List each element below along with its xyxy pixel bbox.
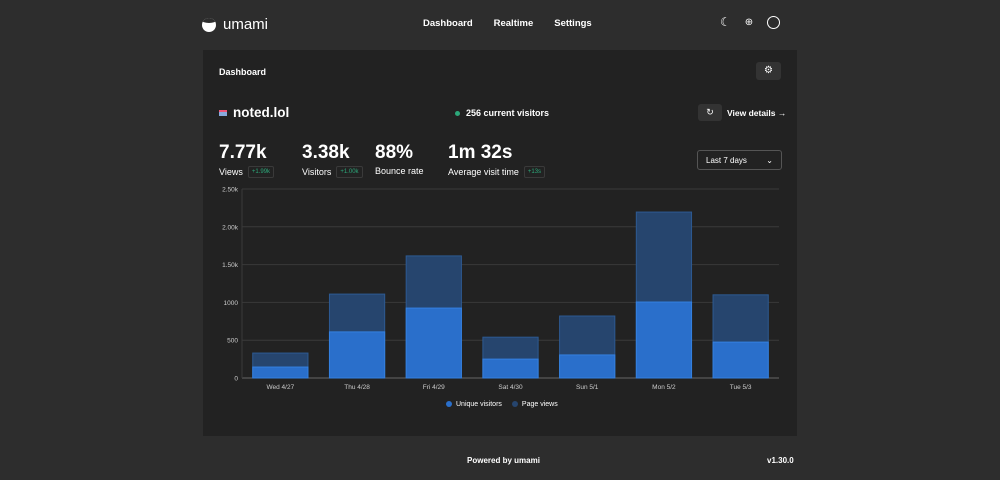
metric-label: Visitors bbox=[302, 167, 332, 177]
app-name: umami bbox=[223, 16, 269, 33]
bar-unique-visitors bbox=[405, 307, 462, 379]
arrow-right-icon: → bbox=[777, 108, 787, 118]
powered-by-text: Powered by bbox=[467, 456, 515, 465]
header-icons: ☾ ⊕ bbox=[720, 15, 781, 29]
metric-label: Bounce rate bbox=[375, 166, 424, 176]
x-tick-label: Fri 4/29 bbox=[423, 384, 445, 391]
legend-unique-visitors[interactable]: Unique visitors bbox=[446, 401, 502, 408]
bar-unique-visitors bbox=[482, 358, 539, 379]
chevron-down-icon: ⌄ bbox=[766, 155, 773, 165]
y-tick-label: 2.50k bbox=[222, 187, 239, 194]
x-tick-label: Wed 4/27 bbox=[266, 384, 294, 391]
moon-icon[interactable]: ☾ bbox=[720, 15, 731, 29]
bar-unique-visitors bbox=[635, 301, 693, 379]
metric-value: 88% bbox=[375, 142, 414, 163]
x-tick-label: Sun 5/1 bbox=[576, 384, 599, 391]
metric-value: 3.38k bbox=[302, 142, 350, 163]
metric-bounce-rate: 88% Bounce rate bbox=[375, 142, 424, 176]
status-dot-icon bbox=[455, 110, 460, 116]
favicon-icon bbox=[219, 109, 227, 116]
x-tick-label: Sat 4/30 bbox=[498, 384, 523, 391]
view-details-label: View details bbox=[727, 108, 776, 118]
nav-realtime[interactable]: Realtime bbox=[493, 18, 534, 29]
chart-legend: Unique visitors Page views bbox=[446, 401, 558, 408]
refresh-icon: ↻ bbox=[706, 107, 714, 117]
umami-link[interactable]: umami bbox=[514, 456, 540, 465]
metric-value: 1m 32s bbox=[448, 142, 513, 163]
site-title: noted.lol bbox=[219, 105, 289, 120]
view-details-link[interactable]: View details → bbox=[727, 108, 786, 118]
x-tick-label: Tue 5/3 bbox=[730, 384, 752, 391]
y-tick-label: 500 bbox=[227, 338, 238, 345]
legend-label: Unique visitors bbox=[456, 401, 502, 408]
x-tick-label: Mon 5/2 bbox=[652, 384, 676, 391]
globe-icon[interactable]: ⊕ bbox=[744, 16, 754, 28]
metric-views: 7.77k Views +1.99k bbox=[219, 142, 275, 178]
powered-by: Powered by umami bbox=[467, 456, 540, 465]
gear-icon: ⚙ bbox=[764, 65, 773, 76]
app-logo[interactable]: umami bbox=[202, 16, 268, 33]
bar-unique-visitors bbox=[252, 366, 309, 379]
site-name: noted.lol bbox=[233, 105, 290, 120]
y-tick-label: 1000 bbox=[224, 300, 239, 307]
metric-value: 7.77k bbox=[219, 142, 267, 163]
metric-avg-visit-time: 1m 32s Average visit time +13s bbox=[448, 142, 546, 178]
metric-label: Average visit time bbox=[448, 167, 519, 177]
refresh-button[interactable]: ↻ bbox=[698, 104, 722, 121]
y-tick-label: 0 bbox=[234, 376, 238, 383]
date-range-value: Last 7 days bbox=[706, 155, 747, 165]
current-visitors: 256 current visitors bbox=[455, 108, 549, 118]
y-tick-label: 1.50k bbox=[222, 262, 239, 269]
page-title: Dashboard bbox=[219, 67, 267, 77]
nav-dashboard[interactable]: Dashboard bbox=[423, 18, 473, 29]
y-tick-label: 2.00k bbox=[222, 224, 239, 231]
bar-unique-visitors bbox=[559, 354, 616, 379]
legend-label: Page views bbox=[521, 401, 558, 408]
legend-page-views[interactable]: Page views bbox=[511, 401, 558, 408]
settings-button[interactable]: ⚙ bbox=[756, 62, 781, 80]
current-visitors-text: 256 current visitors bbox=[466, 108, 550, 118]
date-range-select[interactable]: Last 7 days ⌄ bbox=[697, 150, 782, 170]
x-tick-label: Thu 4/28 bbox=[344, 384, 370, 391]
metric-change: +13s bbox=[523, 166, 546, 178]
metric-label: Views bbox=[219, 167, 243, 177]
main-nav: Dashboard Realtime Settings bbox=[423, 18, 592, 29]
bar-unique-visitors bbox=[328, 331, 386, 379]
user-icon[interactable] bbox=[767, 15, 781, 29]
nav-settings[interactable]: Settings bbox=[554, 18, 592, 29]
metric-change: +1.99k bbox=[247, 166, 275, 178]
umami-logo-icon bbox=[202, 17, 216, 32]
bar-unique-visitors bbox=[712, 341, 769, 379]
metric-change: +1.00k bbox=[336, 166, 363, 178]
metric-visitors: 3.38k Visitors +1.00k bbox=[302, 142, 363, 178]
version: v1.30.0 bbox=[767, 456, 794, 465]
